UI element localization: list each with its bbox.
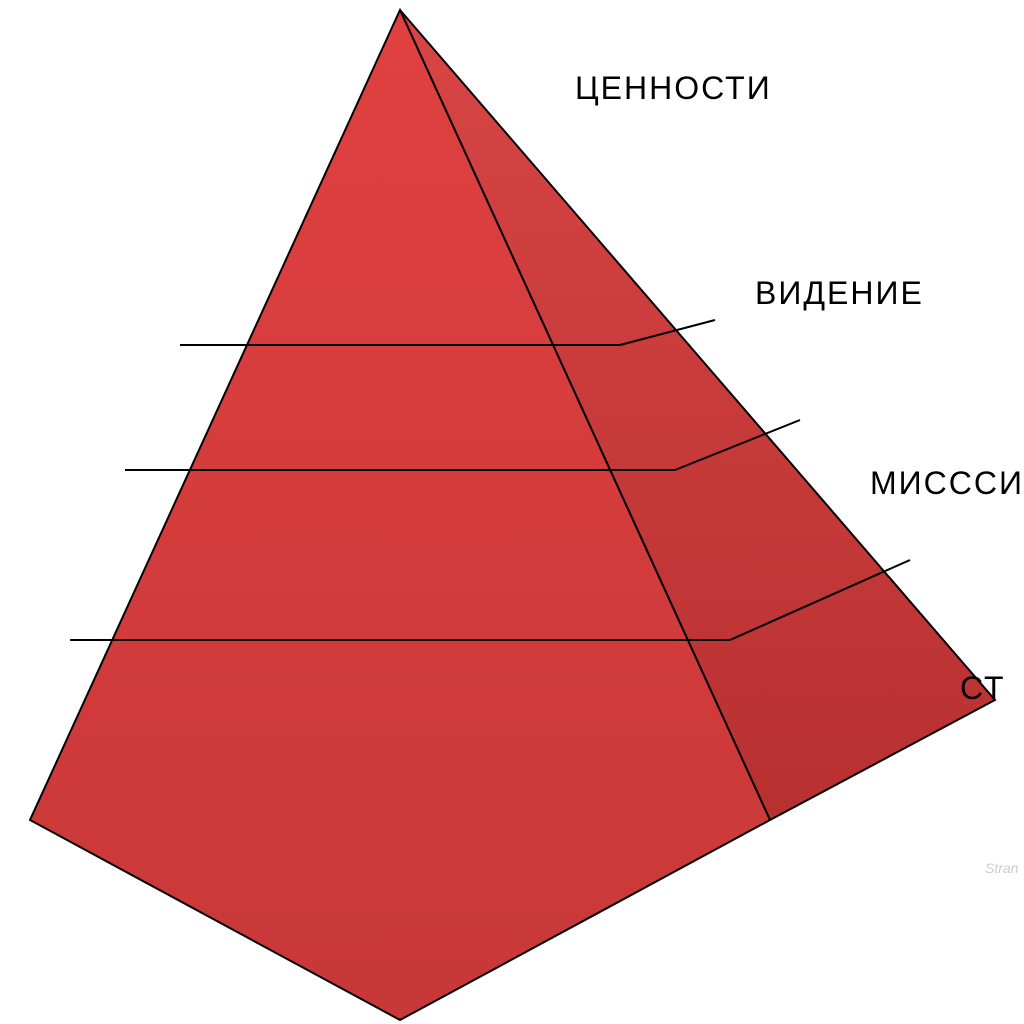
pyramid-level-label: СТ [960, 670, 1006, 707]
pyramid-level-label: МИСССИ [870, 465, 1024, 502]
pyramid-level-label: ЦЕННОСТИ [575, 70, 772, 107]
watermark-text: Stran [985, 860, 1018, 876]
pyramid-level-label: ВИДЕНИЕ [755, 275, 924, 312]
pyramid-diagram [0, 0, 1024, 1024]
